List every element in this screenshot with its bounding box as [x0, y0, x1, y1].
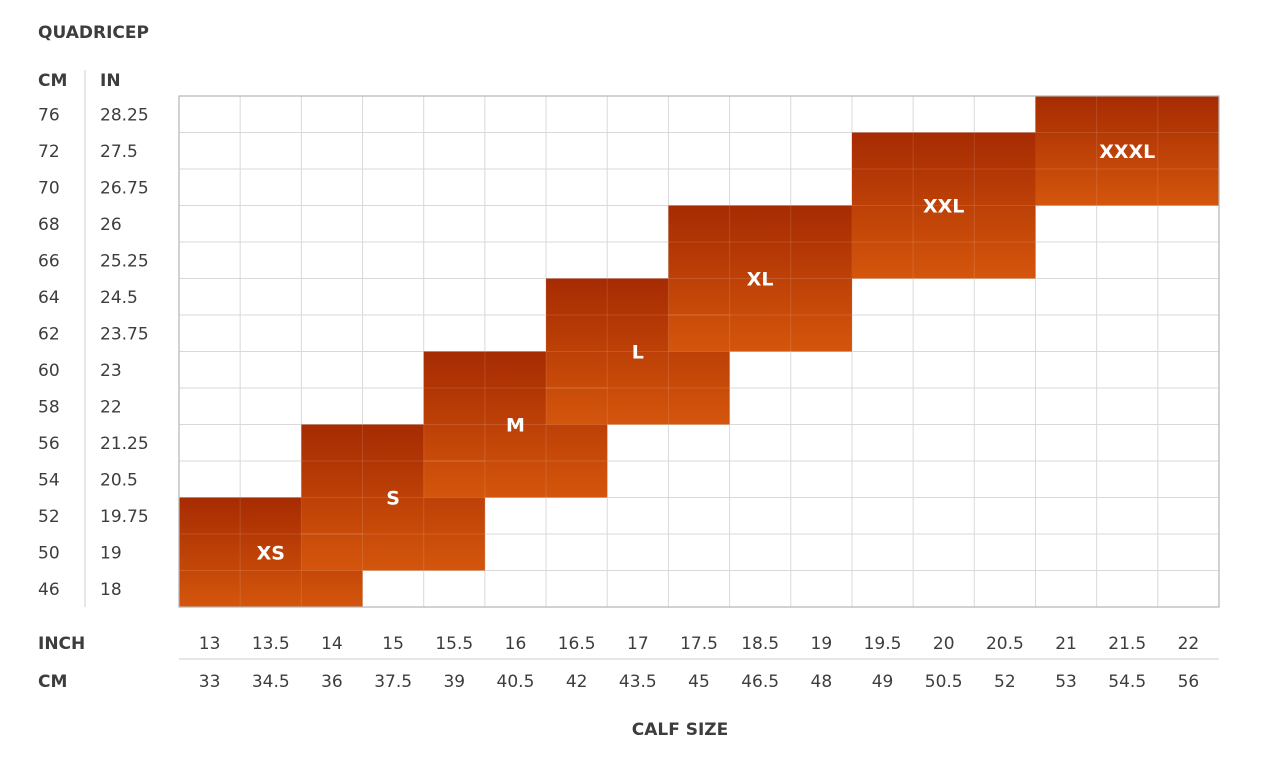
x-tick-cm: 46.5	[741, 672, 779, 692]
y-tick-cm: 70	[38, 178, 60, 198]
x-tick-inch: 21.5	[1108, 634, 1146, 654]
y-tick-in: 28.25	[100, 105, 149, 125]
y-tick-cm: 72	[38, 142, 60, 162]
x-tick-cm: 56	[1178, 672, 1200, 692]
x-tick-cm: 42	[566, 672, 588, 692]
block-grid	[179, 96, 1219, 607]
y-axis-title: QUADRICEP	[38, 23, 149, 43]
y-unit-label-cm: CM	[38, 71, 67, 91]
x-tick-cm: 39	[443, 672, 465, 692]
x-tick-cm: 53	[1055, 672, 1077, 692]
y-tick-in: 23	[100, 361, 122, 381]
x-tick-inch: 13	[199, 634, 221, 654]
size-block-xl	[668, 205, 852, 352]
x-tick-inch: 19	[811, 634, 833, 654]
x-tick-cm: 48	[811, 672, 833, 692]
x-tick-inch: 20	[933, 634, 955, 654]
y-tick-cm: 52	[38, 507, 60, 527]
y-tick-cm: 68	[38, 215, 60, 235]
y-tick-in: 26	[100, 215, 122, 235]
y-tick-cm: 46	[38, 580, 60, 600]
x-tick-cm: 52	[994, 672, 1016, 692]
y-tick-in: 22	[100, 397, 122, 417]
x-tick-inch: 19.5	[864, 634, 902, 654]
x-tick-labels: 13 33 13.5 34.5 14 36 15 37.5 15.5 39 16 40.5 16.5 42…	[199, 634, 1199, 692]
x-axis-title: CALF SIZE	[632, 720, 729, 740]
y-tick-cm: 56	[38, 434, 60, 454]
y-tick-in: 23.75	[100, 324, 149, 344]
x-tick-inch: 17	[627, 634, 649, 654]
y-tick-in: 19	[100, 543, 122, 563]
y-tick-labels: 76 28.25 72 27.5 70 26.75 68 26 66 25.25 64 24.5 62 2…	[38, 105, 149, 600]
size-block-xxl	[851, 132, 1036, 279]
x-tick-cm: 45	[688, 672, 710, 692]
y-tick-in: 21.25	[100, 434, 149, 454]
y-tick-cm: 60	[38, 361, 60, 381]
size-label-s: S	[386, 488, 400, 510]
y-tick-cm: 62	[38, 324, 60, 344]
size-label-l: L	[632, 342, 644, 364]
y-tick-in: 27.5	[100, 142, 138, 162]
y-tick-cm: 50	[38, 543, 60, 563]
size-block-xxxl	[1035, 96, 1219, 206]
y-tick-in: 20.5	[100, 470, 138, 490]
x-tick-cm: 40.5	[497, 672, 535, 692]
y-unit-label-in: IN	[100, 71, 121, 91]
x-tick-cm: 33	[199, 672, 221, 692]
size-label-m: M	[506, 415, 525, 437]
y-tick-cm: 54	[38, 470, 60, 490]
x-tick-cm: 49	[872, 672, 894, 692]
size-label-xs: XS	[257, 542, 285, 564]
plot-border	[178, 95, 1220, 608]
x-tick-inch: 15.5	[435, 634, 473, 654]
y-tick-in: 26.75	[100, 178, 149, 198]
x-tick-cm: 36	[321, 672, 343, 692]
size-label-xxl: XXL	[923, 196, 964, 218]
x-tick-cm: 54.5	[1108, 672, 1146, 692]
x-row-label-cm: CM	[38, 672, 67, 692]
x-tick-inch: 20.5	[986, 634, 1024, 654]
x-tick-cm: 43.5	[619, 672, 657, 692]
size-label-xl: XL	[747, 269, 774, 291]
size-label-xxxl: XXXL	[1099, 141, 1155, 163]
x-tick-cm: 37.5	[374, 672, 412, 692]
y-tick-in: 19.75	[100, 507, 149, 527]
y-tick-in: 25.25	[100, 251, 149, 271]
y-tick-cm: 66	[38, 251, 60, 271]
y-tick-cm: 58	[38, 397, 60, 417]
size-labels: XS S M L XL XXL XXXL	[257, 141, 1156, 565]
x-tick-inch: 13.5	[252, 634, 290, 654]
x-tick-inch: 21	[1055, 634, 1077, 654]
x-tick-inch: 15	[382, 634, 404, 654]
x-tick-inch: 22	[1178, 634, 1200, 654]
size-blocks	[179, 96, 1219, 607]
x-tick-cm: 34.5	[252, 672, 290, 692]
x-tick-cm: 50.5	[925, 672, 963, 692]
x-tick-inch: 14	[321, 634, 343, 654]
y-tick-in: 18	[100, 580, 122, 600]
y-tick-cm: 64	[38, 288, 60, 308]
x-tick-inch: 18.5	[741, 634, 779, 654]
x-tick-inch: 16.5	[558, 634, 596, 654]
x-tick-inch: 17.5	[680, 634, 718, 654]
y-tick-in: 24.5	[100, 288, 138, 308]
x-tick-inch: 16	[505, 634, 527, 654]
y-tick-cm: 76	[38, 105, 60, 125]
x-row-label-inch: INCH	[38, 634, 85, 654]
